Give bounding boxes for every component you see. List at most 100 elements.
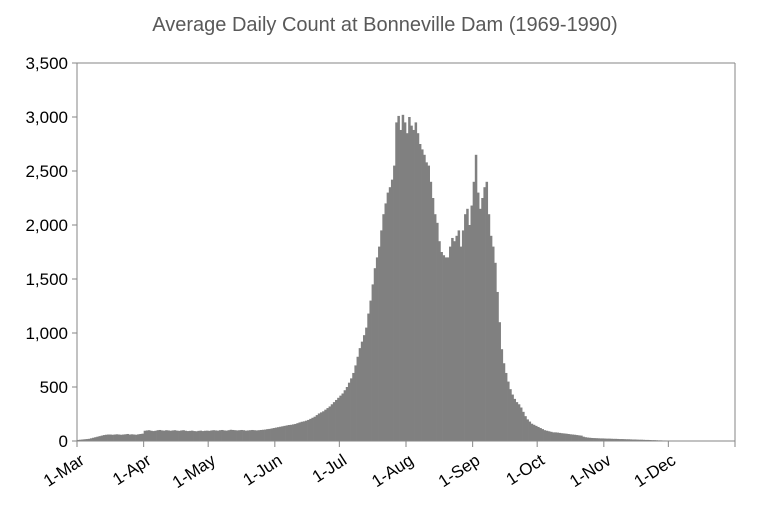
bar (352, 372, 355, 441)
bar (425, 162, 428, 442)
bar (595, 438, 598, 441)
bar (640, 439, 643, 441)
bar (618, 439, 622, 441)
bar (457, 230, 461, 441)
bar (442, 255, 446, 441)
bar (605, 438, 609, 441)
bar (558, 432, 562, 441)
bar (535, 425, 538, 441)
bar (485, 181, 489, 442)
bar (111, 434, 114, 441)
bar (494, 262, 497, 441)
bar (362, 335, 366, 441)
bar (315, 415, 319, 441)
x-tick-labels: 1-Mar 1-Apr 1-May 1-Jun 1-Jul 1-Aug 1-Sep 1-Oct… (40, 450, 679, 492)
bar (453, 241, 456, 441)
bar (496, 291, 499, 441)
y-tick-label: 3,000 (25, 108, 68, 127)
bar (519, 407, 523, 441)
bar (403, 122, 407, 442)
bar (466, 208, 469, 441)
x-tick-label: 1-Dec (631, 450, 680, 491)
bar (132, 434, 136, 441)
bar (328, 406, 332, 441)
bar (227, 430, 231, 441)
y-tick-label: 500 (40, 378, 68, 397)
bar (416, 133, 420, 441)
y-tick-label: 3,500 (25, 54, 68, 73)
y-tick-label: 2,000 (25, 216, 68, 235)
bar (515, 402, 519, 441)
bar (449, 246, 452, 441)
bar (371, 284, 375, 441)
bar (455, 235, 458, 441)
bar (410, 125, 413, 441)
bar (130, 434, 134, 441)
bar (225, 430, 228, 441)
bar (399, 129, 403, 441)
bar (642, 439, 646, 441)
bar (259, 429, 263, 441)
bar (433, 214, 437, 441)
bar (137, 434, 140, 441)
bar (216, 430, 220, 441)
bar (85, 439, 89, 441)
bar (388, 187, 392, 441)
bar (621, 439, 624, 441)
bar (472, 181, 476, 442)
bar (547, 431, 551, 441)
bar (341, 393, 344, 441)
bar (283, 425, 286, 441)
bar (182, 430, 185, 441)
bar (244, 430, 248, 441)
x-tick-label: 1-Apr (109, 450, 154, 489)
bar (335, 399, 338, 441)
bar (195, 431, 198, 441)
bar (233, 430, 237, 441)
bar (406, 133, 409, 441)
bar (141, 433, 145, 441)
bar (627, 439, 630, 441)
bar (171, 430, 175, 441)
bar (257, 430, 261, 441)
bar (646, 439, 650, 441)
bar (319, 412, 323, 441)
axes-group (72, 62, 736, 447)
bar (573, 434, 577, 441)
bar (444, 257, 448, 441)
bar (300, 421, 304, 441)
bar (143, 430, 147, 441)
bar (246, 430, 250, 441)
y-tick-labels: 0 500 1,000 1,500 2,000 2,500 3,000 3,500 (25, 54, 68, 451)
bar (79, 439, 82, 441)
bar (313, 416, 317, 441)
bar (339, 395, 342, 441)
bar (590, 437, 594, 441)
bar (614, 438, 618, 441)
bar (96, 436, 99, 441)
bar (565, 433, 568, 441)
bar (545, 430, 549, 441)
bar (526, 419, 529, 441)
bar (509, 389, 512, 441)
bar (552, 432, 555, 441)
bar (436, 222, 439, 441)
bar (423, 154, 426, 442)
bar (206, 430, 209, 441)
bar (528, 421, 532, 441)
bar (152, 431, 155, 441)
bar (418, 144, 422, 441)
bar (83, 439, 86, 441)
bar (203, 430, 207, 441)
x-tick-label: 1-Aug (368, 450, 416, 491)
bar (541, 429, 544, 441)
x-tick-label: 1-May (169, 450, 219, 492)
bar (190, 430, 194, 441)
bar (427, 165, 430, 441)
bar (470, 205, 474, 441)
bar (575, 435, 579, 441)
bar (479, 208, 482, 441)
bar (483, 187, 486, 441)
